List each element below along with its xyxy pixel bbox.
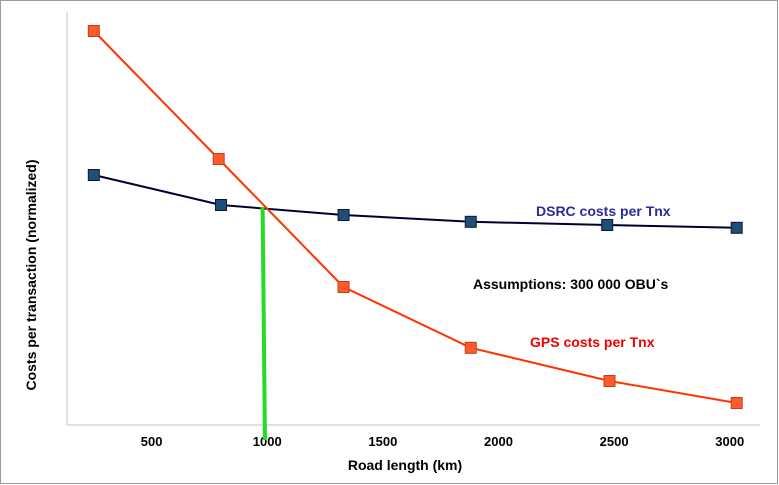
y-axis-title: Costs per transaction (normalized) [23, 159, 39, 390]
data-point-marker [87, 169, 100, 181]
assumptions-note: Assumptions: 300 000 OBU`s [473, 276, 668, 292]
series-1 [87, 25, 743, 409]
x-tick-label: 1000 [253, 434, 282, 449]
gps-series-label: GPS costs per Tnx [530, 334, 655, 350]
data-point-marker [730, 221, 743, 234]
data-point-marker [464, 215, 477, 228]
data-point-marker [603, 375, 616, 387]
data-point-marker [464, 341, 477, 354]
x-tick-labels: 500 1000 1500 2000 2500 3000 [141, 434, 744, 449]
intersection-reference-line [260, 206, 267, 441]
x-tick-label: 3000 [715, 434, 744, 449]
plot-area [66, 12, 760, 426]
x-tick-label: 1500 [368, 434, 397, 449]
data-point-marker [215, 199, 227, 211]
series-line [93, 174, 737, 229]
data-point-marker [337, 209, 350, 221]
data-point-marker [212, 153, 225, 165]
x-axis-title: Road length (km) [348, 457, 462, 473]
series-0 [87, 169, 743, 234]
series-layer [87, 25, 743, 409]
data-point-marker [730, 397, 743, 409]
data-point-marker [87, 25, 100, 37]
series-line [93, 30, 737, 404]
data-point-marker [601, 219, 614, 231]
x-tick-label: 2500 [600, 434, 629, 449]
x-tick-label: 2000 [484, 434, 513, 449]
data-point-marker [337, 281, 350, 293]
dsrc-series-label: DSRC costs per Tnx [536, 203, 671, 219]
x-tick-label: 500 [141, 434, 163, 449]
